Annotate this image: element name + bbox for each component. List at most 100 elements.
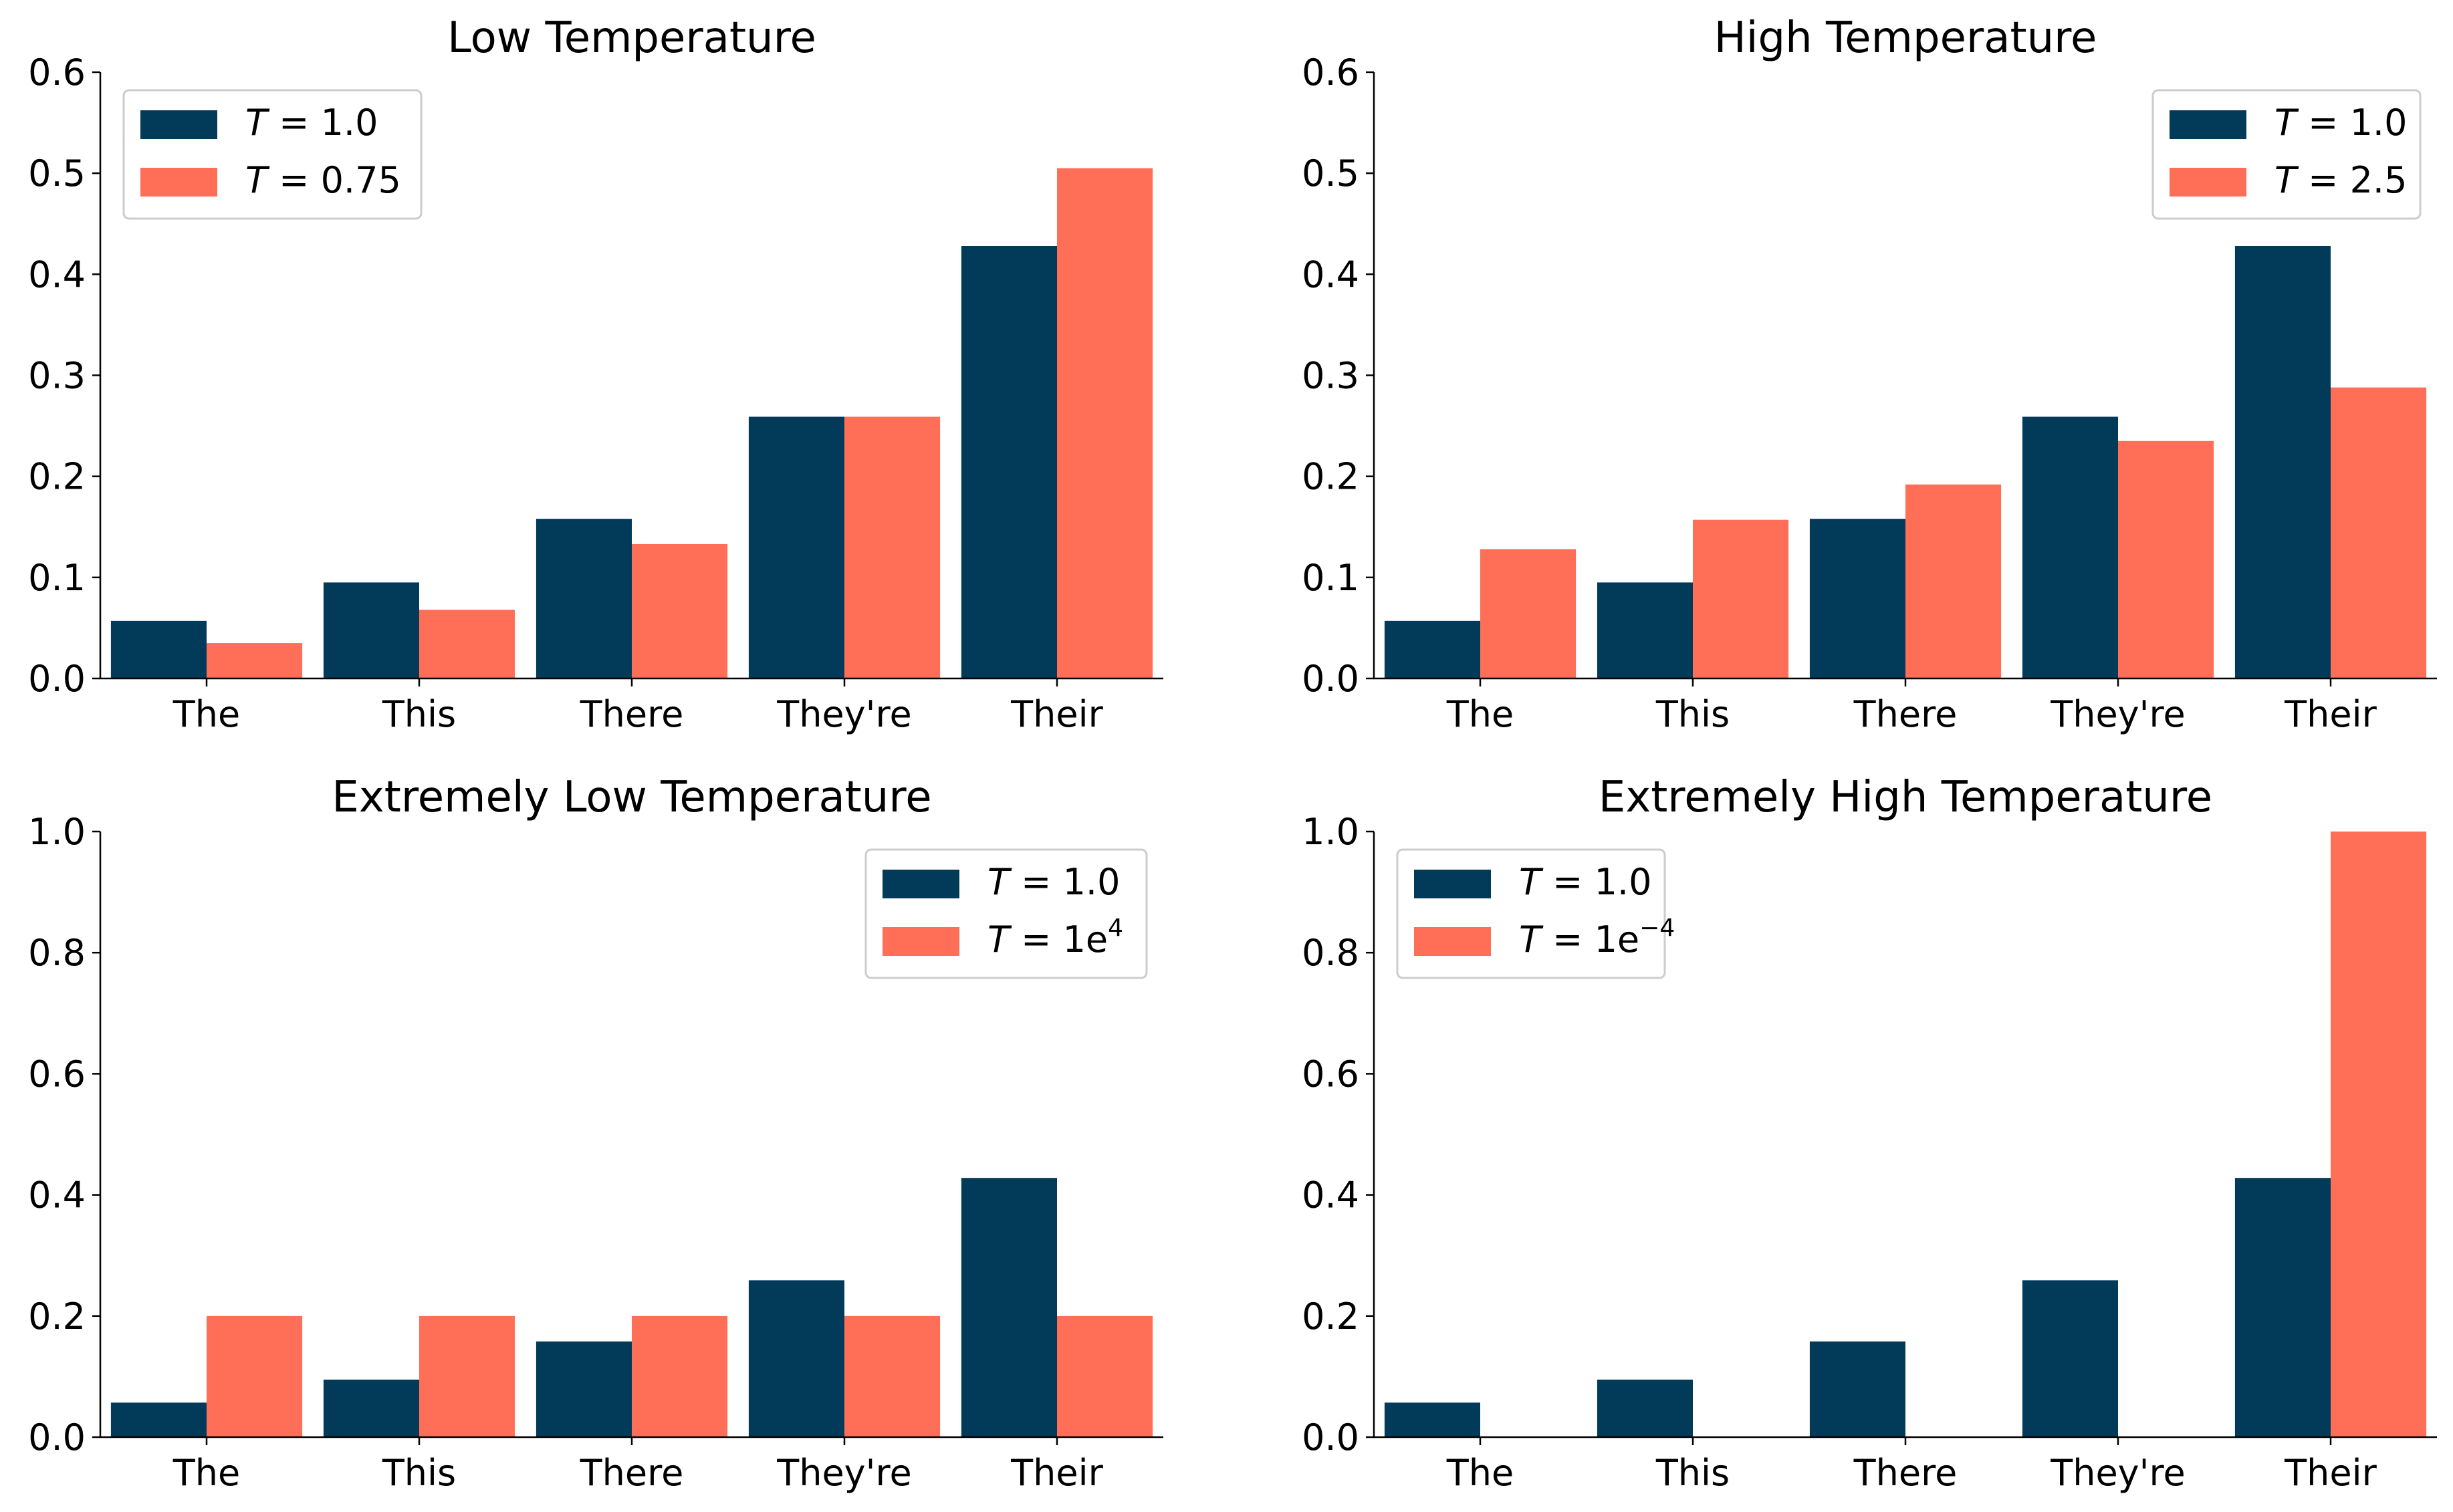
bar-0-0-0: [110, 620, 207, 678]
y-tick-label-0-0: 0.0: [28, 658, 86, 700]
x-tick-label-0-4: Their: [1010, 693, 1103, 735]
bar-0-0-1: [323, 582, 419, 678]
bar-0-1-4: [1057, 168, 1153, 679]
x-tick-label-0-3: They're: [776, 693, 911, 735]
y-tick-label-2-4: 0.8: [28, 932, 86, 974]
chart-panel-2: 0.0 0.2 0.4 0.6 0.8 1.0 The This There They're The…: [28, 773, 1163, 1494]
x-tick-label-2-3: They're: [776, 1452, 911, 1494]
x-tick-label-1-4: Their: [2284, 693, 2377, 735]
bar-0-0-3: [748, 416, 844, 678]
y-tick-label-2-2: 0.4: [28, 1174, 86, 1217]
legend-label-3-1: T = 1e−4: [1519, 914, 1675, 961]
bar-2-0-0: [110, 1402, 207, 1437]
y-tick-label-3-3: 0.6: [1302, 1053, 1359, 1095]
x-tick-label-3-4: Their: [2284, 1452, 2377, 1494]
y-tick-label-1-0: 0.0: [1302, 658, 1359, 700]
x-tick-label-1-2: There: [1853, 693, 1958, 735]
bar-0-0-2: [536, 519, 632, 678]
y-tick-label-3-2: 0.4: [1302, 1174, 1359, 1217]
bar-2-1-1: [419, 1315, 515, 1437]
bar-2-1-3: [844, 1315, 941, 1437]
bar-1-1-1: [1693, 519, 1789, 678]
bar-2-0-2: [536, 1341, 632, 1437]
legend-label-2-0: T = 1.0: [987, 861, 1120, 903]
bar-2-1-2: [632, 1315, 728, 1437]
bar-2-0-1: [323, 1379, 419, 1437]
y-tick-label-2-3: 0.6: [28, 1053, 86, 1095]
x-tick-label-0-1: This: [382, 693, 456, 735]
bar-1-1-4: [2331, 387, 2427, 678]
legend-exponent-2-1: 4: [1108, 914, 1123, 942]
legend-swatch-1-1: [2170, 168, 2246, 197]
bar-3-1-4: [2331, 832, 2427, 1437]
y-tick-label-1-6: 0.6: [1302, 51, 1359, 94]
chart-title-2: Extremely Low Temperature: [332, 773, 931, 822]
legend-exponent-3-1: −4: [1639, 914, 1675, 942]
chart-title-3: Extremely High Temperature: [1599, 773, 2212, 822]
y-tick-label-3-4: 0.8: [1302, 932, 1359, 974]
x-tick-label-2-4: Their: [1010, 1452, 1103, 1494]
x-tick-label-0-0: The: [172, 693, 240, 735]
y-tick-label-2-0: 0.0: [28, 1416, 86, 1459]
x-tick-label-3-2: There: [1853, 1452, 1958, 1494]
y-tick-label-0-5: 0.5: [28, 152, 86, 195]
legend-label-0-1: T = 0.75: [245, 159, 401, 201]
y-tick-label-3-1: 0.2: [1302, 1295, 1359, 1338]
x-tick-label-2-1: This: [382, 1452, 456, 1494]
bar-2-1-4: [1057, 1315, 1153, 1437]
y-tick-label-1-2: 0.2: [1302, 456, 1359, 498]
legend-label-1-0: T = 1.0: [2274, 102, 2407, 144]
legend-label-2-1: T = 1e4: [987, 914, 1123, 961]
bar-0-1-3: [844, 416, 941, 678]
y-tick-label-3-5: 1.0: [1302, 811, 1359, 853]
legend-swatch-3-1: [1414, 927, 1491, 956]
legend-swatch-0-1: [140, 168, 217, 197]
bar-2-1-0: [207, 1315, 303, 1437]
legend-swatch-0-0: [140, 110, 217, 139]
bar-3-0-0: [1384, 1402, 1480, 1437]
x-tick-label-2-2: There: [580, 1452, 684, 1494]
chart-panel-3: 0.0 0.2 0.4 0.6 0.8 1.0 The This There They're The…: [1302, 773, 2437, 1494]
chart-title-1: High Temperature: [1714, 13, 2097, 63]
y-tick-label-1-1: 0.1: [1302, 557, 1359, 599]
y-tick-label-2-1: 0.2: [28, 1295, 86, 1338]
bar-1-0-4: [2234, 246, 2331, 678]
bar-1-0-2: [1809, 519, 1905, 678]
bar-0-1-0: [207, 643, 303, 678]
bar-0-0-4: [961, 246, 1057, 678]
legend-label-1-1: T = 2.5: [2274, 159, 2407, 201]
legend-1: T = 1.0 T = 2.5: [2151, 89, 2422, 220]
bar-3-0-4: [2234, 1178, 2331, 1437]
y-tick-label-3-0: 0.0: [1302, 1416, 1359, 1459]
bar-2-0-4: [961, 1178, 1057, 1437]
bar-1-1-3: [2118, 440, 2214, 678]
legend-0: T = 1.0 T = 0.75: [122, 89, 423, 220]
x-tick-label-1-1: This: [1655, 693, 1730, 735]
bar-1-0-0: [1384, 620, 1480, 678]
y-tick-label-1-4: 0.4: [1302, 253, 1359, 295]
legend-label-0-0: T = 1.0: [245, 102, 378, 144]
x-tick-label-3-3: They're: [2050, 1452, 2185, 1494]
legend-swatch-1-0: [2170, 110, 2246, 139]
bar-2-0-3: [748, 1280, 844, 1437]
legend-swatch-2-1: [883, 927, 959, 956]
bar-3-0-2: [1809, 1341, 1905, 1437]
y-tick-label-1-3: 0.3: [1302, 355, 1359, 397]
bar-0-1-1: [419, 610, 515, 678]
y-tick-label-1-5: 0.5: [1302, 152, 1359, 195]
chart-panel-0: 0.0 0.1 0.2 0.3 0.4 0.5 0.6 The This There They're…: [28, 13, 1163, 735]
x-tick-label-1-3: They're: [2050, 693, 2185, 735]
bar-1-1-2: [1905, 484, 2002, 678]
y-tick-label-0-6: 0.6: [28, 51, 86, 94]
bar-0-1-2: [632, 543, 728, 678]
legend-3: T = 1.0 T = 1e−4: [1396, 848, 1675, 979]
x-tick-label-3-1: This: [1655, 1452, 1730, 1494]
bar-3-0-1: [1597, 1379, 1693, 1437]
legend-swatch-2-0: [883, 870, 959, 898]
chart-panel-1: 0.0 0.1 0.2 0.3 0.4 0.5 0.6 The This There They're…: [1302, 13, 2437, 735]
y-tick-label-0-1: 0.1: [28, 557, 86, 599]
y-tick-label-2-5: 1.0: [28, 811, 86, 853]
legend-swatch-3-0: [1414, 870, 1491, 898]
legend-label-3-0: T = 1.0: [1519, 861, 1651, 903]
x-tick-label-1-0: The: [1446, 693, 1514, 735]
